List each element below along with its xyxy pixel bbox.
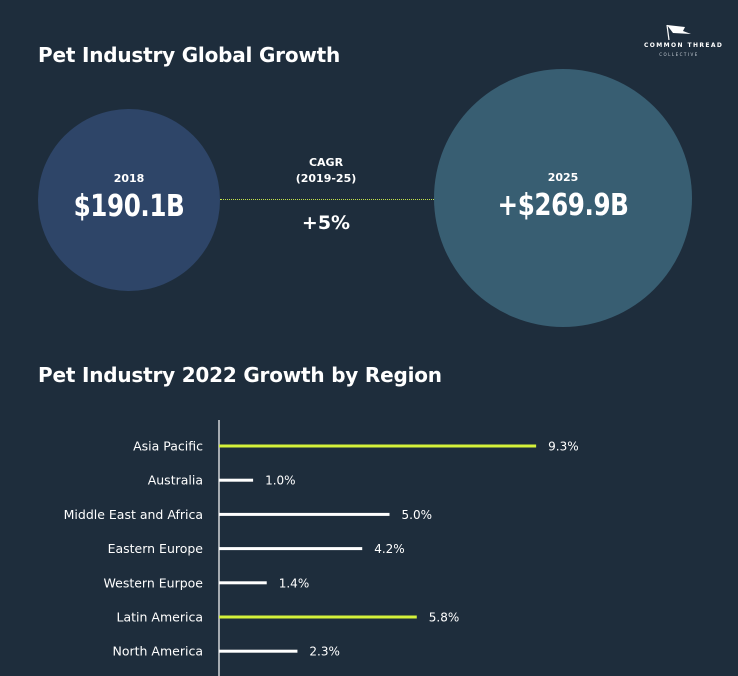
category-label: North America	[113, 644, 204, 659]
region-bar-chart: Asia Pacific 9.3% Australia 1.0% Middle East…	[64, 420, 579, 676]
bar	[219, 512, 390, 516]
region-title: Pet Industry 2022 Growth by Region	[38, 363, 442, 387]
category-label: Eastern Europe	[108, 541, 204, 556]
bar	[219, 581, 267, 585]
value-label: 5.8%	[429, 611, 460, 625]
category-label: Asia Pacific	[133, 439, 203, 454]
common-thread-logo: COMMON THREAD COLLECTIVE	[644, 24, 724, 64]
value-label: 1.4%	[279, 576, 310, 590]
value-label: 5.0%	[402, 508, 433, 522]
bar	[219, 547, 363, 551]
cagr-label: CAGR	[308, 156, 344, 169]
value-label: 2.3%	[309, 645, 340, 659]
category-label: Latin America	[117, 610, 203, 625]
start-value: $190.1B	[73, 189, 185, 224]
cagr-value: +5%	[301, 212, 351, 234]
bar	[219, 649, 298, 653]
category-label: Western Eurpoe	[104, 575, 204, 590]
end-year: 2025	[547, 171, 579, 184]
end-value: +$269.9B	[497, 188, 629, 223]
start-year: 2018	[113, 172, 145, 185]
value-label: 4.2%	[374, 542, 405, 556]
category-label: Middle East and Africa	[64, 507, 203, 522]
category-label: Australia	[148, 473, 203, 488]
bar	[219, 444, 537, 448]
bar	[219, 615, 417, 619]
value-label: 9.3%	[548, 440, 579, 454]
circle-2025: 2025 +$269.9B	[434, 69, 692, 327]
bar	[219, 478, 254, 482]
cagr-period: (2019-25)	[295, 172, 357, 185]
logo-subtext: COLLECTIVE	[659, 52, 699, 57]
flag-icon	[666, 24, 691, 40]
growth-title: Pet Industry Global Growth	[38, 43, 341, 67]
value-label: 1.0%	[265, 474, 296, 488]
circle-2018: 2018 $190.1B	[38, 109, 220, 291]
logo-text: COMMON THREAD	[644, 42, 724, 49]
cagr-connector	[220, 199, 434, 200]
